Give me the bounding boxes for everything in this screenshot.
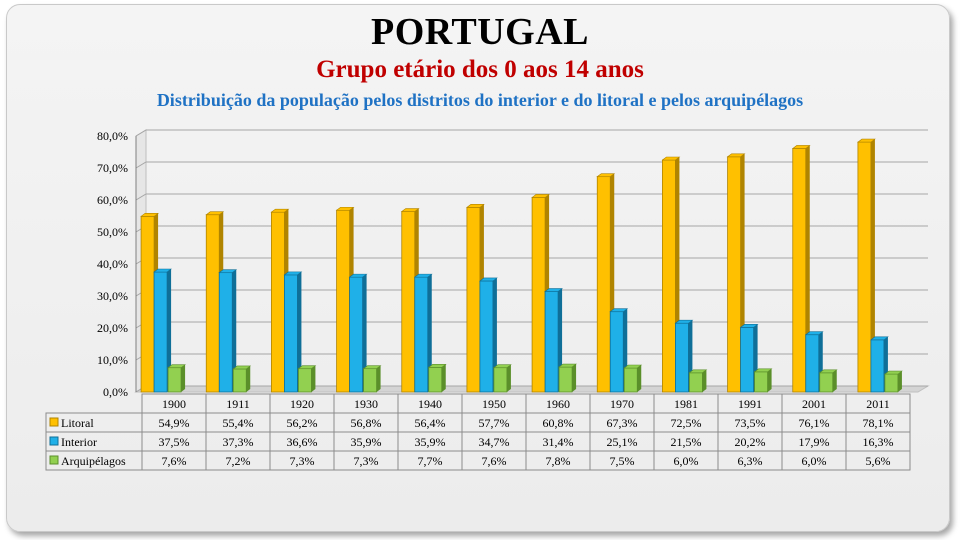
table-cell-value: 20,2% [735, 435, 766, 449]
legend-label: Interior [61, 435, 97, 449]
y-tick-label: 60,0% [97, 193, 128, 207]
gridline [135, 129, 928, 137]
bar-arquiplagos-2001 [818, 369, 838, 393]
bar-interior-1900 [153, 268, 172, 393]
y-tick-label: 10,0% [97, 353, 128, 367]
table-cell-value: 25,1% [607, 435, 638, 449]
legend-label: Litoral [61, 416, 94, 430]
table-cell-value: 35,9% [415, 435, 446, 449]
bar-arquiplagos-1991 [753, 368, 773, 393]
x-category-label: 1940 [418, 397, 442, 411]
table-cell-value: 67,3% [607, 416, 638, 430]
table-cell-value: 54,9% [159, 416, 190, 430]
bar-arquiplagos-2011 [884, 370, 903, 393]
table-cell-value: 73,5% [735, 416, 766, 430]
bar-interior-1920 [283, 271, 303, 393]
bar-arquiplagos-1950 [493, 364, 512, 393]
table-cell-value: 78,1% [863, 416, 894, 430]
bar-litoral-2011 [857, 138, 876, 393]
bar-arquiplagos-1900 [167, 364, 186, 393]
y-tick-label: 80,0% [97, 129, 128, 143]
bar-arquiplagos-1911 [232, 365, 252, 393]
x-category-label: 1970 [610, 397, 634, 411]
table-cell-value: 37,5% [159, 435, 190, 449]
table-cell-value: 60,8% [543, 416, 574, 430]
legend-key-litoral [49, 417, 59, 427]
table-cell-value: 16,3% [863, 435, 894, 449]
page-description: Distribuição da população pelos distrito… [156, 90, 804, 110]
bar-interior-1970 [609, 308, 629, 393]
table-cell-value: 7,2% [226, 454, 251, 468]
bar-arquiplagos-1960 [558, 363, 577, 393]
bar-arquiplagos-1930 [362, 365, 382, 393]
table-cell-value: 6,0% [802, 454, 827, 468]
bar-interior-1940 [413, 273, 433, 393]
table-cell-value: 31,4% [543, 435, 574, 449]
x-category-label: 2011 [866, 397, 890, 411]
table-cell-value: 7,8% [546, 454, 571, 468]
page-title: PORTUGAL [370, 11, 589, 53]
table-cell-value: 7,3% [290, 454, 315, 468]
y-tick-label: 20,0% [97, 321, 128, 335]
bar-interior-1960 [544, 288, 563, 393]
legend-key-interior [49, 436, 59, 446]
legend-key-arquiplagos [49, 455, 59, 465]
legend-label: Arquipélagos [61, 454, 126, 468]
y-tick-label: 0,0% [103, 385, 128, 399]
table-cell-value: 7,3% [354, 454, 379, 468]
bar-arquiplagos-1940 [427, 364, 447, 393]
table-cell-value: 36,6% [287, 435, 318, 449]
y-tick-label: 50,0% [97, 225, 128, 239]
table-cell-value: 35,9% [351, 435, 382, 449]
y-tick-label: 30,0% [97, 289, 128, 303]
x-category-label: 1981 [674, 397, 698, 411]
table-cell-value: 72,5% [671, 416, 702, 430]
page-subtitle: Grupo etário dos 0 aos 14 anos [316, 56, 644, 83]
table-cell-value: 7,5% [610, 454, 635, 468]
table-cell-value: 56,2% [287, 416, 318, 430]
x-category-label: 1920 [290, 397, 314, 411]
bar-interior-1911 [218, 269, 238, 393]
table-cell-value: 17,9% [799, 435, 830, 449]
bar-arquiplagos-1970 [623, 364, 643, 393]
table-cell-value: 55,4% [223, 416, 254, 430]
table-cell-value: 5,6% [866, 454, 891, 468]
table-cell-value: 7,6% [482, 454, 507, 468]
x-category-label: 1950 [482, 397, 506, 411]
x-category-label: 1930 [354, 397, 378, 411]
table-cell-value: 37,3% [223, 435, 254, 449]
y-tick-label: 40,0% [97, 257, 128, 271]
table-cell-value: 21,5% [671, 435, 702, 449]
bar-arquiplagos-1981 [688, 369, 708, 393]
table-cell-value: 6,3% [738, 454, 763, 468]
y-tick-label: 70,0% [97, 161, 128, 175]
bar-arquiplagos-1920 [297, 365, 317, 393]
x-category-label: 1911 [226, 397, 250, 411]
bar-interior-1930 [348, 273, 368, 393]
x-category-label: 2001 [802, 397, 826, 411]
table-cell-value: 56,8% [351, 416, 382, 430]
table-cell-value: 7,7% [418, 454, 443, 468]
table-cell-value: 6,0% [674, 454, 699, 468]
table-cell-value: 57,7% [479, 416, 510, 430]
bar-interior-1950 [479, 277, 498, 393]
bar-litoral-2001 [791, 145, 811, 393]
table-cell-value: 34,7% [479, 435, 510, 449]
x-category-label: 1900 [162, 397, 186, 411]
table-cell-value: 76,1% [799, 416, 830, 430]
table-cell-value: 7,6% [162, 454, 187, 468]
x-category-label: 1991 [738, 397, 762, 411]
table-cell-value: 56,4% [415, 416, 446, 430]
x-category-label: 1960 [546, 397, 570, 411]
